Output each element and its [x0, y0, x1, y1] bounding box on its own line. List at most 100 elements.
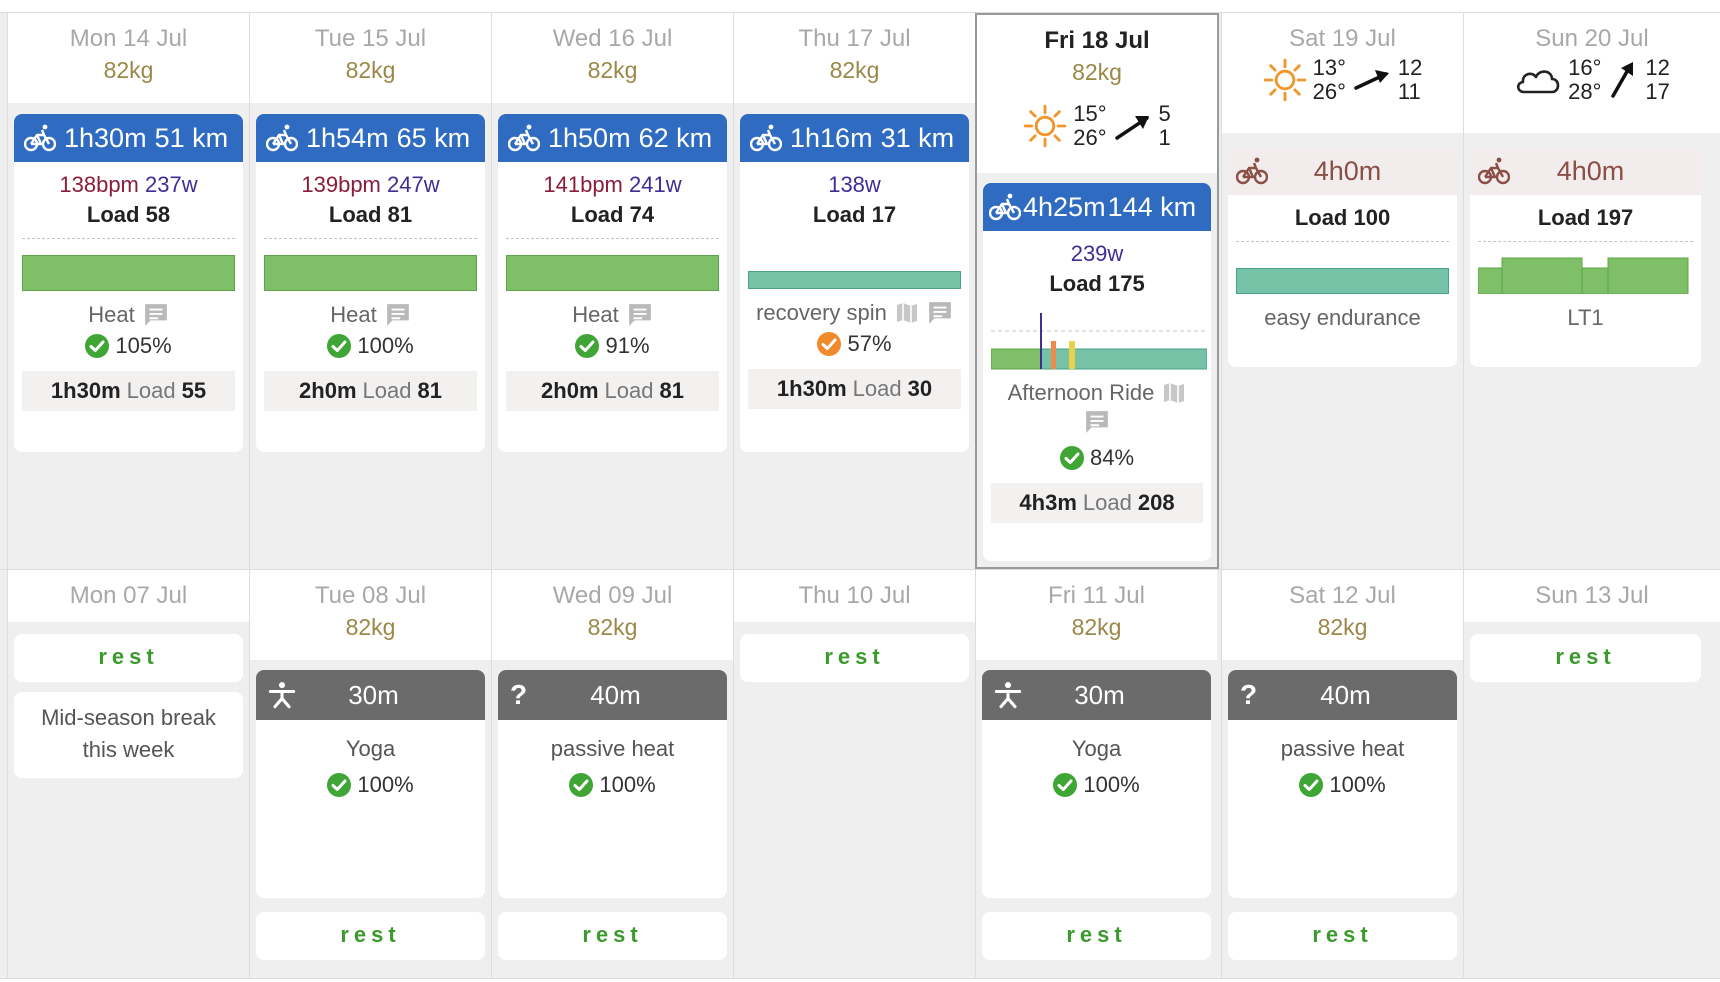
- activity-card[interactable]: 1h50m 62 km 141bpm 241w Load 74 Heat 91%: [498, 114, 727, 452]
- workout-card[interactable]: ? 40m passive heat 100%: [498, 670, 727, 898]
- weight-label[interactable]: 82kg: [587, 57, 638, 83]
- day-fri-11[interactable]: Fri 11 Jul 82kg 30m Yoga 100% rest: [975, 570, 1217, 978]
- heart-rate: 139bpm: [301, 172, 381, 197]
- activity-metrics: 239w: [983, 231, 1211, 267]
- day-mon-07[interactable]: Mon 07 Jul rest Mid-season break this we…: [7, 570, 249, 978]
- day-header: Fri 11 Jul 82kg: [976, 570, 1217, 660]
- map-icon[interactable]: [895, 301, 919, 325]
- weight-label[interactable]: 82kg: [345, 614, 396, 640]
- weight-label[interactable]: 82kg: [829, 57, 880, 83]
- rest-card[interactable]: rest: [1228, 912, 1457, 960]
- workout-header[interactable]: 30m: [256, 670, 485, 720]
- day-sun-20[interactable]: Sun 20 Jul 16° 28° 12 17: [1463, 13, 1720, 569]
- weather[interactable]: 16° 28° 12 17: [1464, 55, 1720, 105]
- weight-label[interactable]: 82kg: [345, 57, 396, 83]
- grid-line: [0, 12, 1720, 13]
- workout-header[interactable]: 30m: [982, 670, 1211, 720]
- day-date[interactable]: Thu 10 Jul: [798, 582, 911, 609]
- day-sun-13[interactable]: Sun 13 Jul rest: [1463, 570, 1720, 978]
- planned-summary[interactable]: 1h30m Load 55: [22, 371, 235, 411]
- day-date[interactable]: Sun 13 Jul: [1535, 582, 1649, 609]
- weight-label[interactable]: 82kg: [1317, 614, 1368, 640]
- activity-card[interactable]: 1h16m 31 km 138w Load 17 recovery spin 5…: [740, 114, 969, 452]
- activity-header[interactable]: 1h54m 65 km: [256, 114, 485, 162]
- workout-name: Heat: [572, 302, 619, 327]
- rest-card[interactable]: rest: [1470, 634, 1701, 682]
- comment-icon[interactable]: [143, 302, 169, 328]
- activity-header[interactable]: 1h30m 51 km: [14, 114, 243, 162]
- workout-name: Yoga: [1071, 736, 1122, 761]
- day-tue-15[interactable]: Tue 15 Jul 82kg 1h54m 65 km 139bpm 247w …: [249, 13, 491, 569]
- day-header: Mon 07 Jul: [8, 570, 249, 622]
- day-thu-17[interactable]: Thu 17 Jul 82kg 1h16m 31 km 138w Load 17…: [733, 13, 975, 569]
- grid-line: [0, 978, 1720, 979]
- activity-header[interactable]: 1h50m 62 km: [498, 114, 727, 162]
- planned-workout-card[interactable]: 4h0m Load 100 easy endurance: [1228, 147, 1457, 367]
- day-date[interactable]: Wed 09 Jul: [552, 582, 673, 609]
- map-icon[interactable]: [1162, 381, 1186, 405]
- day-date[interactable]: Thu 17 Jul: [798, 25, 911, 52]
- planned-header[interactable]: 4h0m: [1470, 147, 1701, 195]
- activity-card[interactable]: 4h25m 144 km 239w Load 175 Afternoon Rid…: [983, 183, 1211, 561]
- day-date[interactable]: Sat 12 Jul: [1289, 582, 1396, 609]
- day-thu-10[interactable]: Thu 10 Jul rest: [733, 570, 975, 978]
- rest-card[interactable]: rest: [740, 634, 969, 682]
- interval-chart: [506, 255, 719, 291]
- day-date[interactable]: Mon 14 Jul: [69, 25, 188, 52]
- workout-card[interactable]: 30m Yoga 100%: [982, 670, 1211, 898]
- week-row-1: Mon 14 Jul 82kg 1h30m 51 km 138bpm 237w …: [0, 13, 1720, 569]
- day-date[interactable]: Sat 19 Jul: [1289, 25, 1396, 52]
- weight-label[interactable]: 82kg: [587, 614, 638, 640]
- planned-workout-card[interactable]: 4h0m Load 197 LT1: [1470, 147, 1701, 367]
- comment-icon[interactable]: [1084, 409, 1110, 435]
- comment-row: [983, 409, 1211, 439]
- rest-card[interactable]: rest: [256, 912, 485, 960]
- interval-chart: [1236, 268, 1449, 294]
- day-date[interactable]: Tue 15 Jul: [314, 25, 427, 52]
- rest-card[interactable]: rest: [498, 912, 727, 960]
- weather[interactable]: 13° 26° 12 11: [1222, 55, 1463, 105]
- check-icon: [327, 773, 351, 797]
- weather[interactable]: 15° 26° 5 1: [977, 97, 1217, 155]
- day-date[interactable]: Mon 07 Jul: [69, 582, 188, 609]
- day-mon-14[interactable]: Mon 14 Jul 82kg 1h30m 51 km 138bpm 237w …: [7, 13, 249, 569]
- activity-header[interactable]: 1h16m 31 km: [740, 114, 969, 162]
- activity-card[interactable]: 1h30m 51 km 138bpm 237w Load 58 Heat 105…: [14, 114, 243, 452]
- day-sat-12[interactable]: Sat 12 Jul 82kg ? 40m passive heat 100% …: [1221, 570, 1463, 978]
- planned-load-value: 55: [181, 378, 207, 403]
- planned-header[interactable]: 4h0m: [1228, 147, 1457, 195]
- workout-card[interactable]: ? 40m passive heat 100%: [1228, 670, 1457, 898]
- activity-card[interactable]: 1h54m 65 km 139bpm 247w Load 81 Heat 100…: [256, 114, 485, 452]
- workout-name: passive heat: [1280, 736, 1405, 761]
- planned-summary[interactable]: 2h0m Load 81: [264, 371, 477, 411]
- note-card[interactable]: Mid-season break this week: [14, 692, 243, 778]
- weight-label[interactable]: 82kg: [1072, 59, 1122, 85]
- workout-header[interactable]: ? 40m: [498, 670, 727, 720]
- day-date[interactable]: Tue 08 Jul: [314, 582, 427, 609]
- day-wed-09[interactable]: Wed 09 Jul 82kg ? 40m passive heat 100% …: [491, 570, 733, 978]
- planned-load-label: Load: [852, 376, 902, 401]
- comment-icon[interactable]: [627, 302, 653, 328]
- day-date[interactable]: Fri 11 Jul: [1048, 582, 1145, 609]
- activity-header[interactable]: 4h25m 144 km: [983, 183, 1211, 231]
- workout-card[interactable]: 30m Yoga 100%: [256, 670, 485, 898]
- planned-summary[interactable]: 1h30m Load 30: [748, 369, 961, 409]
- planned-summary[interactable]: 4h3m Load 208: [991, 483, 1203, 523]
- day-date[interactable]: Wed 16 Jul: [552, 25, 673, 52]
- workout-header[interactable]: ? 40m: [1228, 670, 1457, 720]
- weight-label[interactable]: 82kg: [103, 57, 154, 83]
- weight-label[interactable]: 82kg: [1071, 614, 1122, 640]
- day-wed-16[interactable]: Wed 16 Jul 82kg 1h50m 62 km 141bpm 241w …: [491, 13, 733, 569]
- day-fri-18-today[interactable]: Fri 18 Jul 82kg 15° 26° 5 1: [975, 13, 1219, 569]
- day-date[interactable]: Fri 18 Jul: [1044, 27, 1150, 54]
- rest-card[interactable]: rest: [982, 912, 1211, 960]
- day-tue-08[interactable]: Tue 08 Jul 82kg 30m Yoga 100% rest: [249, 570, 491, 978]
- day-sat-19[interactable]: Sat 19 Jul 13° 26° 12 11: [1221, 13, 1463, 569]
- planned-load-value: 81: [417, 378, 442, 403]
- comment-icon[interactable]: [385, 302, 411, 328]
- wind-value-a: 5: [1158, 101, 1171, 126]
- day-date[interactable]: Sun 20 Jul: [1535, 25, 1649, 52]
- planned-summary[interactable]: 2h0m Load 81: [506, 371, 719, 411]
- rest-card[interactable]: rest: [14, 634, 243, 682]
- comment-icon[interactable]: [927, 300, 953, 326]
